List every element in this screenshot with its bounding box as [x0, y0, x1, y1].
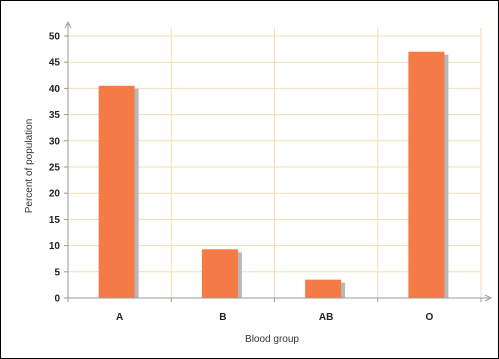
y-tick-label: 50 [49, 32, 61, 43]
bar-o [408, 51, 445, 298]
bar-a [98, 85, 135, 298]
y-tick-label: 35 [49, 110, 61, 121]
x-axis-arrow [484, 294, 493, 302]
bars [98, 51, 449, 298]
bar-ab [305, 279, 342, 298]
y-tick-label: 0 [54, 294, 60, 305]
y-tick-label: 25 [49, 163, 61, 174]
y-tick-label: 45 [49, 58, 61, 69]
y-tick-label: 15 [49, 215, 61, 226]
x-tick-label: A [116, 312, 123, 323]
x-tick-label: O [425, 312, 433, 323]
y-axis-label: Percent of population [24, 119, 35, 214]
x-tick-labels: A B AB O [116, 312, 433, 323]
y-tick-label: 10 [49, 241, 61, 252]
x-tick-label: B [219, 312, 226, 323]
x-tick-label: AB [319, 312, 333, 323]
y-tick-label: 30 [49, 136, 61, 147]
y-axis-arrow [64, 20, 72, 29]
axes [64, 20, 493, 302]
x-axis-label: Blood group [245, 334, 299, 345]
bar-b [201, 249, 238, 298]
y-tick-labels: 0 5 10 15 20 25 30 35 40 45 50 [49, 32, 61, 305]
y-tick-label: 40 [49, 84, 61, 95]
y-tick-label: 5 [54, 267, 60, 278]
y-tick-label: 20 [49, 189, 61, 200]
